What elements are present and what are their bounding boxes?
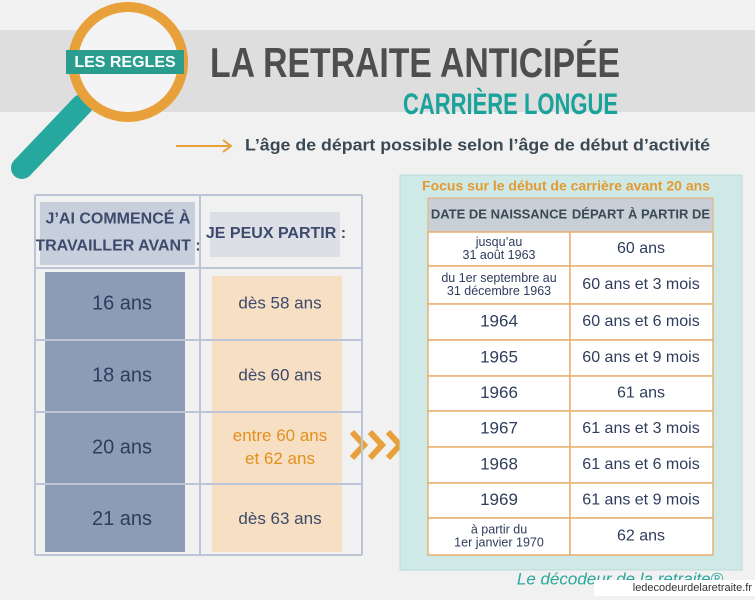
start-age: 16 ans (92, 292, 152, 314)
birth-date: 1966 (480, 383, 518, 402)
departure-age: 60 ans (617, 240, 665, 257)
departure-age: 60 ans et 6 mois (582, 313, 699, 330)
url: ledecodeurdelaretraite.fr (633, 582, 753, 594)
start-age: 21 ans (92, 508, 152, 530)
departure-age: 61 ans et 9 mois (582, 492, 699, 509)
cell (427, 339, 571, 377)
birth-date: 1965 (480, 347, 518, 366)
arrow-head (222, 139, 233, 153)
chevron (367, 429, 387, 461)
birth-date: à partir du (471, 522, 527, 536)
cell (569, 517, 714, 556)
birth-date: 1969 (480, 490, 518, 509)
leave-age: dès 63 ans (238, 509, 321, 528)
cell (427, 517, 571, 556)
leave-column (212, 276, 342, 552)
chevron (349, 429, 369, 461)
birth-date: 1964 (480, 311, 518, 330)
column-header: DATE DE NAISSANCE (431, 206, 568, 221)
leave-age: et 62 ans (245, 449, 315, 468)
departure-age: 61 ans et 3 mois (582, 420, 699, 437)
column-header: TRAVAILLER AVANT : (35, 238, 200, 255)
focus-title: Focus sur le début de carrière avant 20 … (422, 178, 710, 194)
left-header-box (40, 202, 195, 265)
departure-age: 60 ans et 3 mois (582, 276, 699, 293)
cell (569, 446, 714, 484)
birth-date: 1968 (480, 454, 518, 473)
departure-age: 61 ans (617, 385, 665, 402)
birth-date: 1967 (480, 418, 518, 437)
cell (427, 375, 571, 412)
leave-age: entre 60 ans (233, 426, 328, 445)
badge: LES REGLES (74, 54, 176, 71)
start-age: 18 ans (92, 364, 152, 386)
column-header: J’AI COMMENCÉ À (46, 209, 191, 228)
column-header: JE PEUX PARTIR : (206, 225, 346, 242)
cell (427, 482, 571, 519)
leave-age: dès 60 ans (238, 365, 321, 384)
cell (427, 231, 571, 267)
magnifier-handle (11, 94, 93, 179)
departure-age: 60 ans et 9 mois (582, 349, 699, 366)
title: LA RETRAITE ANTICIPÉE (210, 39, 620, 86)
cell (569, 375, 714, 412)
birth-date: jusqu’au (475, 235, 523, 249)
birth-date: 31 août 1963 (463, 248, 536, 262)
focus-header-row (427, 197, 714, 233)
cell (569, 339, 714, 377)
birth-date: du 1er septembre au (441, 271, 556, 285)
cell (427, 410, 571, 448)
leave-age: dès 58 ans (238, 293, 321, 312)
url-box (594, 580, 755, 596)
cell (427, 446, 571, 484)
start-age: 20 ans (92, 436, 152, 458)
departure-age: 62 ans (617, 528, 665, 545)
cell (569, 482, 714, 519)
right-header-box (210, 212, 340, 257)
birth-date: 31 décembre 1963 (447, 284, 551, 298)
column-header: DÉPART À PARTIR DE (572, 206, 711, 221)
subtitle: CARRIÈRE LONGUE (403, 87, 618, 121)
birth-date: 1er janvier 1970 (454, 535, 544, 549)
tagline: L’âge de départ possible selon l’âge de … (245, 135, 710, 154)
badge-box (66, 50, 184, 74)
departure-age: 61 ans et 6 mois (582, 456, 699, 473)
